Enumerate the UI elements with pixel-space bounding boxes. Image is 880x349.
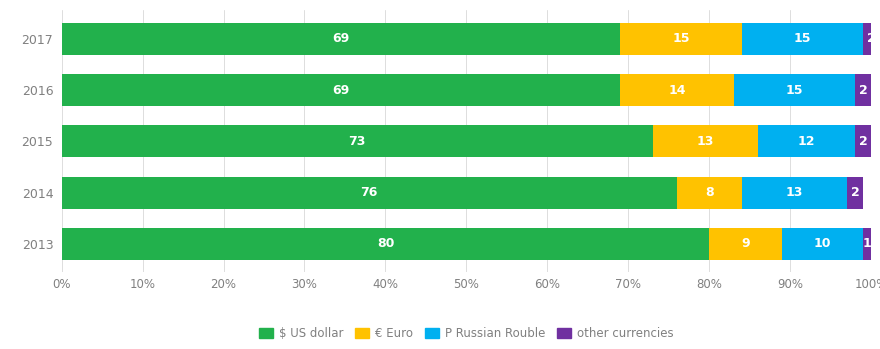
Text: 69: 69 <box>333 32 349 45</box>
Bar <box>709 228 782 260</box>
Text: 8: 8 <box>705 186 714 199</box>
Text: 73: 73 <box>348 135 366 148</box>
Bar <box>742 177 847 209</box>
Text: 9: 9 <box>741 237 750 251</box>
Text: 15: 15 <box>786 83 803 97</box>
Text: 69: 69 <box>333 83 349 97</box>
Bar <box>734 74 855 106</box>
Bar <box>62 74 620 106</box>
Bar <box>758 125 855 157</box>
Text: 10: 10 <box>814 237 832 251</box>
Bar <box>855 74 871 106</box>
Text: 2: 2 <box>859 83 868 97</box>
Bar <box>677 177 742 209</box>
Text: 15: 15 <box>672 32 690 45</box>
Bar <box>653 125 758 157</box>
Text: 13: 13 <box>697 135 714 148</box>
Text: 12: 12 <box>797 135 815 148</box>
Text: 1: 1 <box>862 237 871 251</box>
Bar <box>62 228 709 260</box>
Bar <box>620 74 734 106</box>
Bar <box>742 23 863 54</box>
Bar <box>863 228 871 260</box>
Legend: $ US dollar, € Euro, Р Russian Rouble, other currencies: $ US dollar, € Euro, Р Russian Rouble, o… <box>254 322 678 345</box>
Bar <box>847 177 863 209</box>
Bar <box>62 23 620 54</box>
Text: 2: 2 <box>859 135 868 148</box>
Bar <box>620 23 742 54</box>
Text: 76: 76 <box>361 186 378 199</box>
Bar <box>62 125 653 157</box>
Text: 80: 80 <box>377 237 394 251</box>
Text: 2: 2 <box>867 32 876 45</box>
Bar <box>855 125 871 157</box>
Text: 13: 13 <box>786 186 803 199</box>
Text: 14: 14 <box>668 83 686 97</box>
Bar <box>782 228 863 260</box>
Text: 2: 2 <box>851 186 860 199</box>
Text: 15: 15 <box>794 32 811 45</box>
Bar <box>863 23 879 54</box>
Bar <box>62 177 677 209</box>
